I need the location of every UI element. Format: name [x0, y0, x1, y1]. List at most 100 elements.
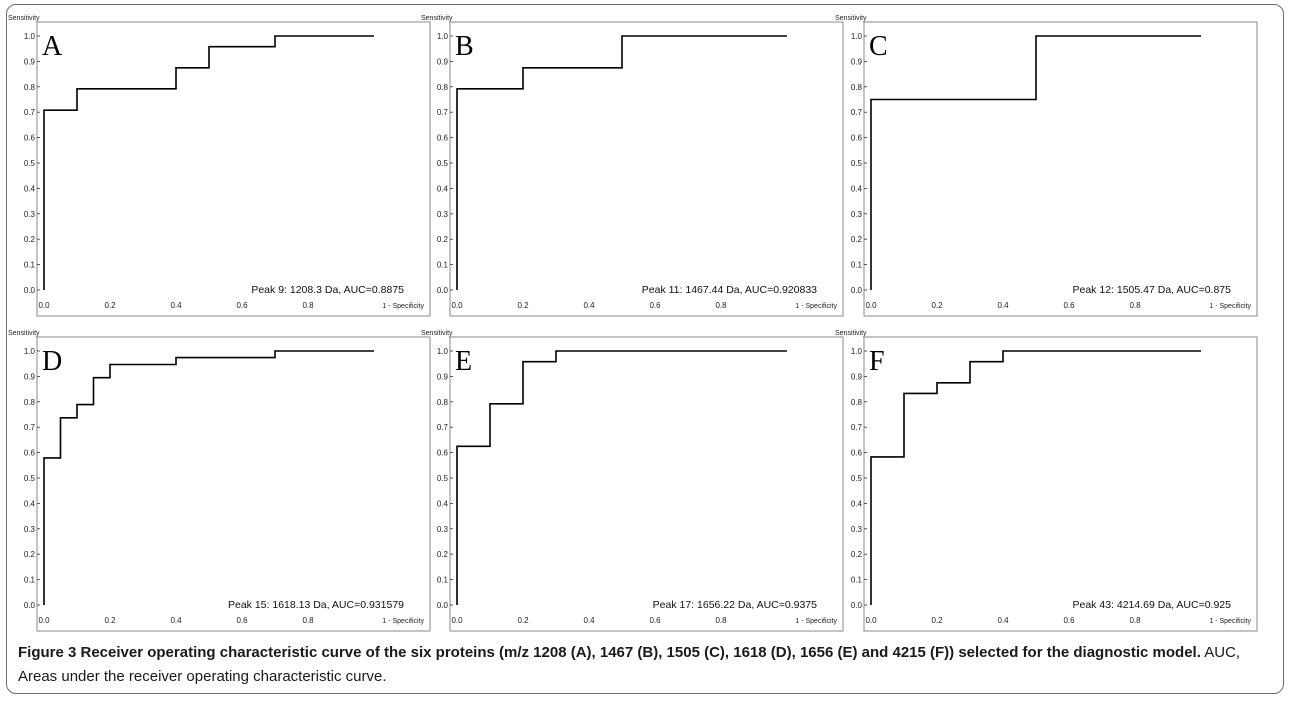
y-tick-label: 0.2 — [24, 550, 36, 559]
x-tick-label: 0.4 — [997, 301, 1009, 310]
panel-letter: F — [869, 346, 885, 377]
y-tick-label: 0.0 — [24, 286, 36, 295]
y-tick-label: 0.5 — [851, 474, 863, 483]
y-tick-label: 0.6 — [24, 449, 36, 458]
x-tick-label: 0.0 — [451, 301, 463, 310]
y-tick-label: 0.2 — [437, 235, 449, 244]
x-tick-label: 0.0 — [865, 301, 877, 310]
x-tick-label: 0.8 — [715, 301, 727, 310]
peak-annotation: Peak 15: 1618.13 Da, AUC=0.931579 — [228, 599, 404, 611]
y-tick-label: 0.7 — [24, 108, 36, 117]
y-tick-label: 0.3 — [437, 525, 449, 534]
y-tick-label: 1.0 — [24, 347, 36, 356]
plot-box — [36, 21, 431, 317]
y-tick-label: 0.6 — [24, 134, 36, 143]
plot-box — [449, 21, 844, 317]
panel-letter: A — [42, 31, 63, 62]
x-tick-label: 0.6 — [236, 301, 248, 310]
y-tick-label: 0.1 — [851, 261, 863, 270]
y-tick-label: 0.7 — [851, 108, 863, 117]
caption-normal: AUC, Areas under the receiver operating … — [18, 644, 1241, 685]
x-axis-label: 1 - Specificity — [1209, 618, 1251, 625]
plot-box — [863, 336, 1258, 632]
x-tick-label: 0.2 — [931, 616, 943, 625]
y-tick-label: 0.9 — [24, 372, 36, 381]
y-tick-label: 0.0 — [851, 286, 863, 295]
y-axis-label: Sensitivity — [835, 15, 867, 22]
figure-frame — [6, 4, 1284, 694]
y-tick-label: 0.3 — [851, 525, 863, 534]
x-tick-label: 0.4 — [583, 301, 595, 310]
caption-bold: Figure 3 Receiver operating characterist… — [18, 644, 1201, 661]
y-tick-label: 0.2 — [851, 550, 863, 559]
x-tick-label: 0.6 — [1063, 616, 1075, 625]
panel-letter: E — [455, 346, 472, 377]
x-tick-label: 0.2 — [931, 301, 943, 310]
y-tick-label: 0.2 — [437, 550, 449, 559]
roc-panels: Sensitivity 0.0 0.1 0.2 0.3 0.4 0.5 0.6 0.7 0.8 0.… — [8, 15, 1258, 632]
y-tick-label: 0.0 — [437, 286, 449, 295]
roc-panel-f: Sensitivity 0.0 0.1 0.2 0.3 0.4 0.5 0.6 0.7 0.8 0.… — [835, 330, 1258, 632]
y-tick-label: 0.1 — [437, 261, 449, 270]
x-tick-label: 0.4 — [583, 616, 595, 625]
x-tick-label: 0.8 — [302, 301, 314, 310]
panel-letter: C — [869, 31, 888, 62]
y-tick-label: 0.4 — [851, 499, 863, 508]
y-tick-label: 0.1 — [24, 261, 36, 270]
y-axis-label: Sensitivity — [421, 330, 453, 337]
roc-curve-line — [456, 35, 787, 290]
y-tick-label: 0.3 — [24, 525, 36, 534]
y-tick-label: 0.6 — [851, 134, 863, 143]
roc-curve-line — [456, 350, 787, 605]
x-tick-label: 0.6 — [649, 301, 661, 310]
y-tick-label: 0.5 — [437, 474, 449, 483]
y-tick-label: 0.9 — [851, 372, 863, 381]
y-axis-label: Sensitivity — [8, 330, 40, 337]
y-tick-label: 1.0 — [437, 32, 449, 41]
plot-box — [36, 336, 431, 632]
y-tick-label: 0.4 — [24, 499, 36, 508]
y-tick-label: 0.8 — [437, 398, 449, 407]
x-axis-label: 1 - Specificity — [382, 303, 424, 310]
roc-panel-d: Sensitivity 0.0 0.1 0.2 0.3 0.4 0.5 0.6 0.7 0.8 0.… — [8, 330, 431, 632]
y-tick-label: 0.2 — [24, 235, 36, 244]
roc-curve-line — [43, 35, 374, 290]
y-tick-label: 0.0 — [851, 601, 863, 610]
x-tick-label: 0.0 — [38, 301, 50, 310]
plot-box — [449, 336, 844, 632]
x-tick-label: 0.8 — [1129, 301, 1141, 310]
y-tick-label: 0.8 — [851, 398, 863, 407]
y-tick-label: 0.6 — [851, 449, 863, 458]
y-tick-label: 0.6 — [437, 449, 449, 458]
peak-annotation: Peak 17: 1656.22 Da, AUC=0.9375 — [653, 599, 817, 611]
plot-box — [863, 21, 1258, 317]
y-tick-label: 0.7 — [24, 423, 36, 432]
y-tick-label: 0.5 — [24, 159, 36, 168]
panel-letter: B — [455, 31, 474, 62]
y-axis-label: Sensitivity — [835, 330, 867, 337]
figure-caption: Figure 3 Receiver operating characterist… — [18, 641, 1268, 689]
y-tick-label: 0.7 — [851, 423, 863, 432]
y-tick-label: 0.4 — [24, 184, 36, 193]
peak-annotation: Peak 9: 1208.3 Da, AUC=0.8875 — [251, 284, 404, 296]
y-tick-label: 0.1 — [851, 576, 863, 585]
y-tick-label: 0.5 — [851, 159, 863, 168]
x-tick-label: 0.6 — [649, 616, 661, 625]
x-axis-label: 1 - Specificity — [795, 618, 837, 625]
x-tick-label: 0.2 — [104, 301, 116, 310]
y-tick-label: 0.7 — [437, 108, 449, 117]
y-tick-label: 0.5 — [24, 474, 36, 483]
peak-annotation: Peak 12: 1505.47 Da, AUC=0.875 — [1073, 284, 1232, 296]
peak-annotation: Peak 43: 4214.69 Da, AUC=0.925 — [1073, 599, 1232, 611]
y-tick-label: 0.9 — [437, 57, 449, 66]
y-tick-label: 0.8 — [437, 83, 449, 92]
x-axis-label: 1 - Specificity — [1209, 303, 1251, 310]
y-tick-label: 0.3 — [24, 210, 36, 219]
x-tick-label: 0.0 — [451, 616, 463, 625]
x-tick-label: 0.4 — [170, 616, 182, 625]
y-tick-label: 0.7 — [437, 423, 449, 432]
x-tick-label: 0.0 — [38, 616, 50, 625]
y-tick-label: 0.1 — [437, 576, 449, 585]
y-tick-label: 1.0 — [24, 32, 36, 41]
roc-curve-line — [43, 350, 374, 605]
